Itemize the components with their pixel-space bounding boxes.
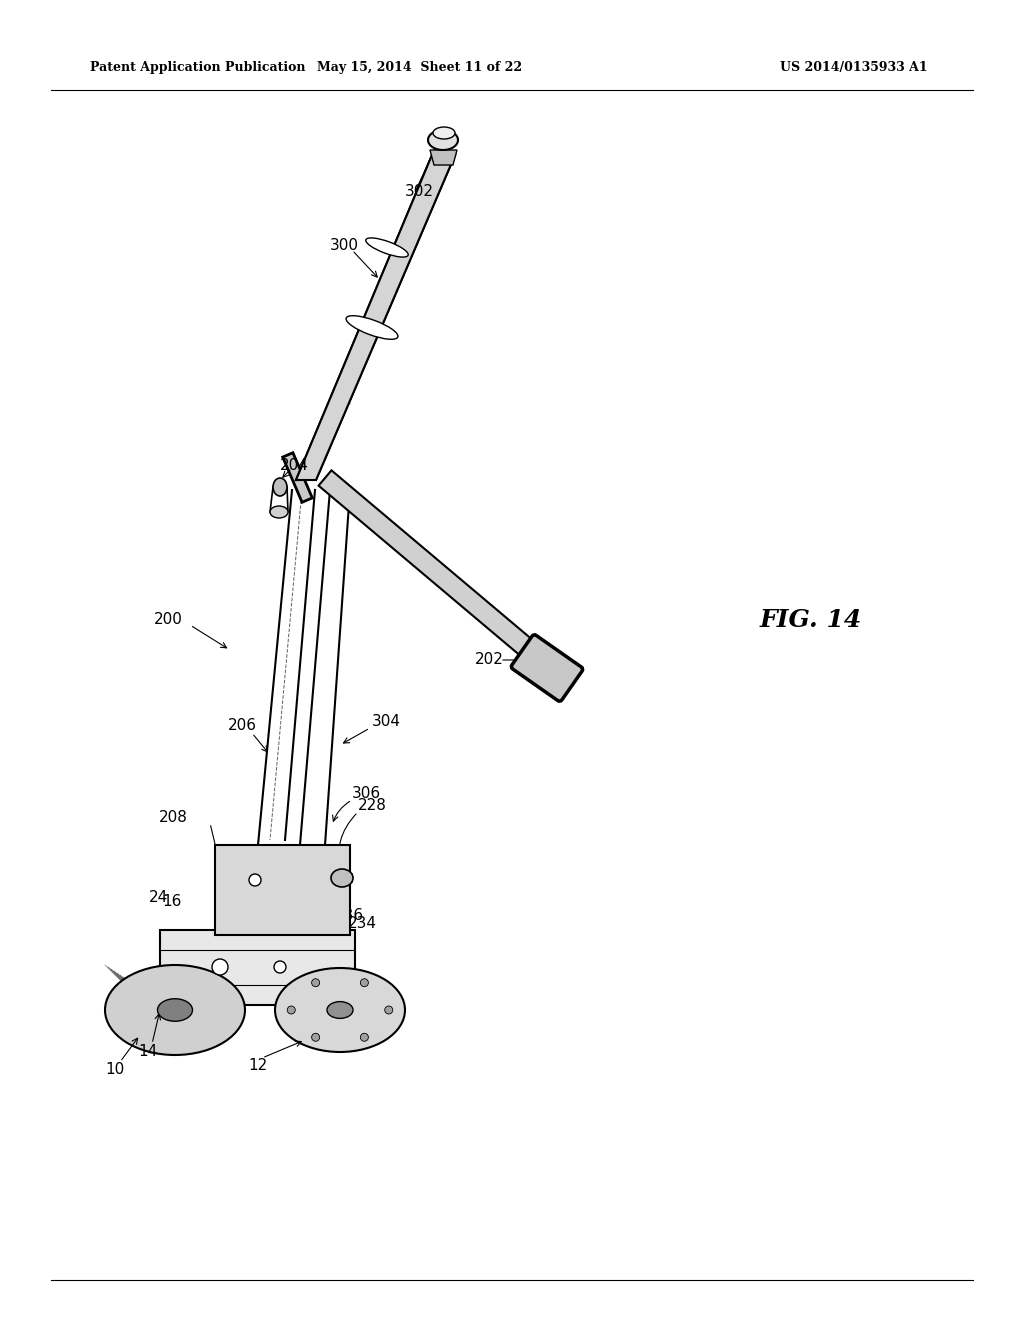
Ellipse shape xyxy=(428,129,458,150)
FancyBboxPatch shape xyxy=(215,845,350,935)
Text: 20: 20 xyxy=(302,898,322,912)
Circle shape xyxy=(288,1006,295,1014)
Text: 234: 234 xyxy=(348,916,377,931)
Text: 236: 236 xyxy=(335,908,365,924)
Ellipse shape xyxy=(273,478,287,496)
Text: 12: 12 xyxy=(249,1057,267,1072)
Text: Patent Application Publication: Patent Application Publication xyxy=(90,62,305,74)
Text: FIG. 14: FIG. 14 xyxy=(760,609,862,632)
Polygon shape xyxy=(296,154,455,480)
Text: 16: 16 xyxy=(163,895,182,909)
Circle shape xyxy=(360,1034,369,1041)
Circle shape xyxy=(311,1034,319,1041)
Text: US 2014/0135933 A1: US 2014/0135933 A1 xyxy=(780,62,928,74)
FancyBboxPatch shape xyxy=(511,635,583,701)
Polygon shape xyxy=(430,150,457,165)
Text: 206: 206 xyxy=(227,718,256,733)
Ellipse shape xyxy=(366,238,409,257)
Text: 202: 202 xyxy=(475,652,504,668)
FancyBboxPatch shape xyxy=(160,931,355,1005)
Text: May 15, 2014  Sheet 11 of 22: May 15, 2014 Sheet 11 of 22 xyxy=(317,62,522,74)
Ellipse shape xyxy=(327,1002,353,1019)
Text: 302: 302 xyxy=(406,185,434,199)
Text: 304: 304 xyxy=(372,714,401,730)
Circle shape xyxy=(360,978,369,987)
Text: 24: 24 xyxy=(148,890,168,904)
Ellipse shape xyxy=(158,999,193,1022)
Circle shape xyxy=(249,874,261,886)
Circle shape xyxy=(385,1006,393,1014)
Ellipse shape xyxy=(433,127,455,139)
Text: 204: 204 xyxy=(280,458,309,473)
Circle shape xyxy=(212,960,228,975)
Text: 10: 10 xyxy=(105,1063,125,1077)
Ellipse shape xyxy=(270,506,288,517)
Ellipse shape xyxy=(346,315,398,339)
Text: 14: 14 xyxy=(138,1044,158,1060)
Text: 306: 306 xyxy=(352,785,381,800)
Ellipse shape xyxy=(105,965,245,1055)
Text: 208: 208 xyxy=(159,810,188,825)
Ellipse shape xyxy=(275,968,406,1052)
Text: 200: 200 xyxy=(154,612,182,627)
Text: 300: 300 xyxy=(330,238,359,252)
Text: 88: 88 xyxy=(312,904,331,920)
Text: 228: 228 xyxy=(358,797,387,813)
Circle shape xyxy=(311,978,319,987)
Polygon shape xyxy=(318,470,542,663)
Ellipse shape xyxy=(331,869,353,887)
Circle shape xyxy=(274,961,286,973)
